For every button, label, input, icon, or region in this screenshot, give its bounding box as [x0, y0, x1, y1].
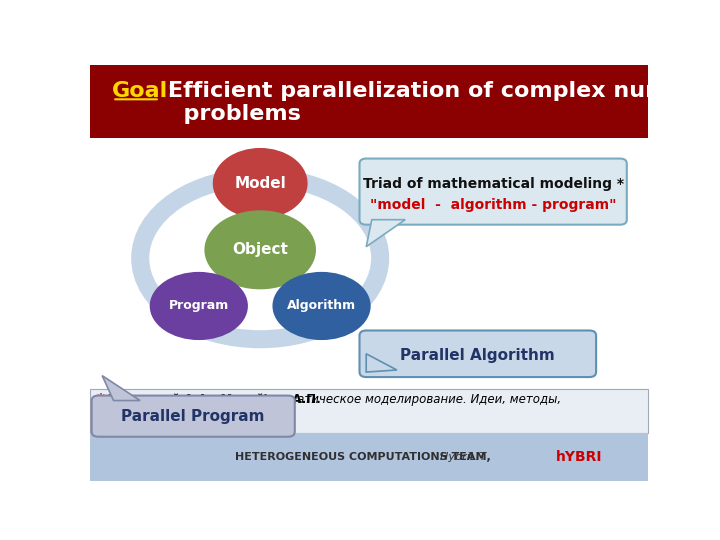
- Text: примеры. М.: На-ука, 2001.: примеры. М.: На-ука, 2001.: [96, 412, 264, 425]
- Text: Parallel Program: Parallel Program: [122, 409, 265, 424]
- Text: Model: Model: [234, 176, 286, 191]
- Text: Object: Object: [233, 242, 288, 258]
- Text: Математическое моделирование. Идеи, методы,: Математическое моделирование. Идеи, мето…: [253, 393, 562, 406]
- Text: Efficient parallelization of complex numerical
  problems: Efficient parallelization of complex num…: [168, 80, 720, 124]
- Ellipse shape: [150, 272, 248, 340]
- FancyBboxPatch shape: [90, 433, 648, 481]
- FancyBboxPatch shape: [359, 159, 627, 225]
- FancyBboxPatch shape: [359, 330, 596, 377]
- Text: HETEROGENEOUS COMPUTATIONS TEAM,: HETEROGENEOUS COMPUTATIONS TEAM,: [235, 451, 491, 462]
- Text: Parallel Algorithm: Parallel Algorithm: [400, 348, 555, 363]
- FancyBboxPatch shape: [90, 65, 648, 138]
- Text: Самарский А.А., Михайлов А.П.: Самарский А.А., Михайлов А.П.: [106, 393, 320, 406]
- Ellipse shape: [204, 210, 316, 289]
- Text: Triad of mathematical modeling *: Triad of mathematical modeling *: [363, 177, 624, 191]
- FancyBboxPatch shape: [91, 396, 294, 437]
- Text: Program: Program: [168, 300, 229, 313]
- Ellipse shape: [213, 148, 307, 219]
- Polygon shape: [366, 220, 405, 247]
- Text: Algorithm: Algorithm: [287, 300, 356, 313]
- Polygon shape: [366, 354, 397, 372]
- Text: Goal:: Goal:: [112, 80, 177, 100]
- Text: "model  -  algorithm - program": "model - algorithm - program": [370, 198, 616, 212]
- Text: HybriLIT: HybriLIT: [433, 451, 486, 462]
- Polygon shape: [102, 376, 140, 401]
- Text: hYBRI: hYBRI: [556, 450, 603, 464]
- Ellipse shape: [272, 272, 371, 340]
- FancyBboxPatch shape: [90, 389, 648, 433]
- Text: *: *: [96, 393, 104, 408]
